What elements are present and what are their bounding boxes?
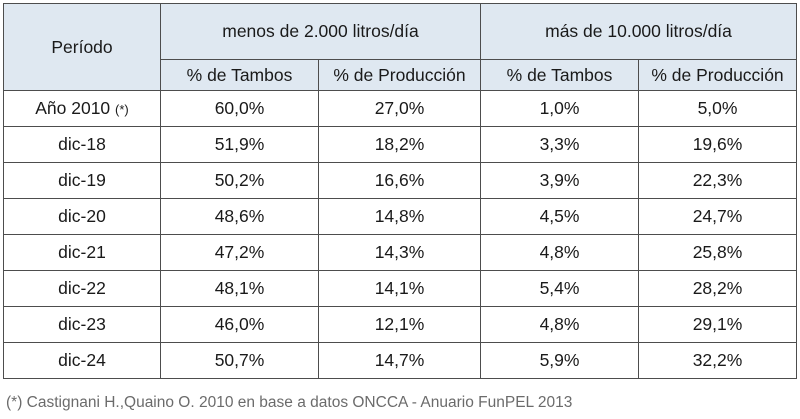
table-row: dic-21 47,2% 14,3% 4,8% 25,8%	[3, 234, 798, 271]
value-cell: 60,0%	[160, 90, 319, 127]
table-row: dic-22 48,1% 14,1% 5,4% 28,2%	[3, 270, 798, 307]
value-cell: 50,7%	[160, 342, 319, 379]
value-cell: 48,6%	[160, 198, 319, 235]
subheader-produccion-small: % de Producción	[317, 59, 482, 91]
header-row-groups: Período menos de 2.000 litros/día más de…	[3, 3, 798, 91]
value-cell: 19,6%	[638, 126, 798, 163]
value-cell: 22,3%	[638, 162, 798, 199]
value-cell: 4,8%	[480, 234, 640, 271]
value-cell: 3,9%	[480, 162, 640, 199]
value-cell: 1,0%	[480, 90, 640, 127]
value-cell: 4,8%	[480, 306, 640, 343]
value-cell: 48,1%	[160, 270, 319, 307]
table-row: dic-18 51,9% 18,2% 3,3% 19,6%	[3, 126, 798, 163]
value-cell: 25,8%	[638, 234, 798, 271]
group-header-large-farms: más de 10.000 litros/día	[480, 3, 798, 60]
table-row: Año 2010 (*) 60,0% 27,0% 1,0% 5,0%	[3, 90, 798, 127]
subheader-tambos-small: % de Tambos	[160, 59, 319, 91]
value-cell: 14,3%	[317, 234, 482, 271]
subheader-tambos-large: % de Tambos	[480, 59, 640, 91]
value-cell: 28,2%	[638, 270, 798, 307]
period-cell: dic-18	[3, 126, 161, 163]
period-cell: dic-23	[3, 306, 161, 343]
value-cell: 14,7%	[317, 342, 482, 379]
table-row: dic-24 50,7% 14,7% 5,9% 32,2%	[3, 342, 798, 379]
value-cell: 24,7%	[638, 198, 798, 235]
value-cell: 12,1%	[317, 306, 482, 343]
period-cell: dic-20	[3, 198, 161, 235]
table-row: dic-23 46,0% 12,1% 4,8% 29,1%	[3, 306, 798, 343]
value-cell: 5,0%	[638, 90, 798, 127]
header-row-subcolumns: % de Tambos % de Producción % de Tambos …	[4, 59, 798, 91]
value-cell: 4,5%	[480, 198, 640, 235]
subheader-produccion-large: % de Producción	[638, 59, 798, 91]
value-cell: 46,0%	[160, 306, 319, 343]
data-table: Período menos de 2.000 litros/día más de…	[3, 3, 798, 379]
period-cell: Año 2010 (*)	[3, 90, 161, 127]
value-cell: 27,0%	[317, 90, 482, 127]
value-cell: 32,2%	[638, 342, 798, 379]
value-cell: 3,3%	[480, 126, 640, 163]
value-cell: 5,4%	[480, 270, 640, 307]
value-cell: 51,9%	[160, 126, 319, 163]
period-cell: dic-22	[3, 270, 161, 307]
value-cell: 14,8%	[317, 198, 482, 235]
value-cell: 29,1%	[638, 306, 798, 343]
footnote-marker: (*)	[115, 102, 129, 117]
value-cell: 47,2%	[160, 234, 319, 271]
group-header-small-farms: menos de 2.000 litros/día	[159, 3, 482, 60]
period-header: Período	[3, 3, 161, 91]
value-cell: 14,1%	[317, 270, 482, 307]
source-footnote: (*) Castignani H.,Quaino O. 2010 en base…	[6, 394, 573, 411]
period-cell: dic-24	[3, 342, 161, 379]
value-cell: 5,9%	[480, 342, 640, 379]
value-cell: 18,2%	[317, 126, 482, 163]
value-cell: 50,2%	[160, 162, 319, 199]
period-cell: dic-21	[3, 234, 161, 271]
period-cell: dic-19	[3, 162, 161, 199]
period-label: Año 2010	[35, 98, 111, 118]
table-row: dic-19 50,2% 16,6% 3,9% 22,3%	[3, 162, 798, 199]
table-row: dic-20 48,6% 14,8% 4,5% 24,7%	[3, 198, 798, 235]
value-cell: 16,6%	[317, 162, 482, 199]
